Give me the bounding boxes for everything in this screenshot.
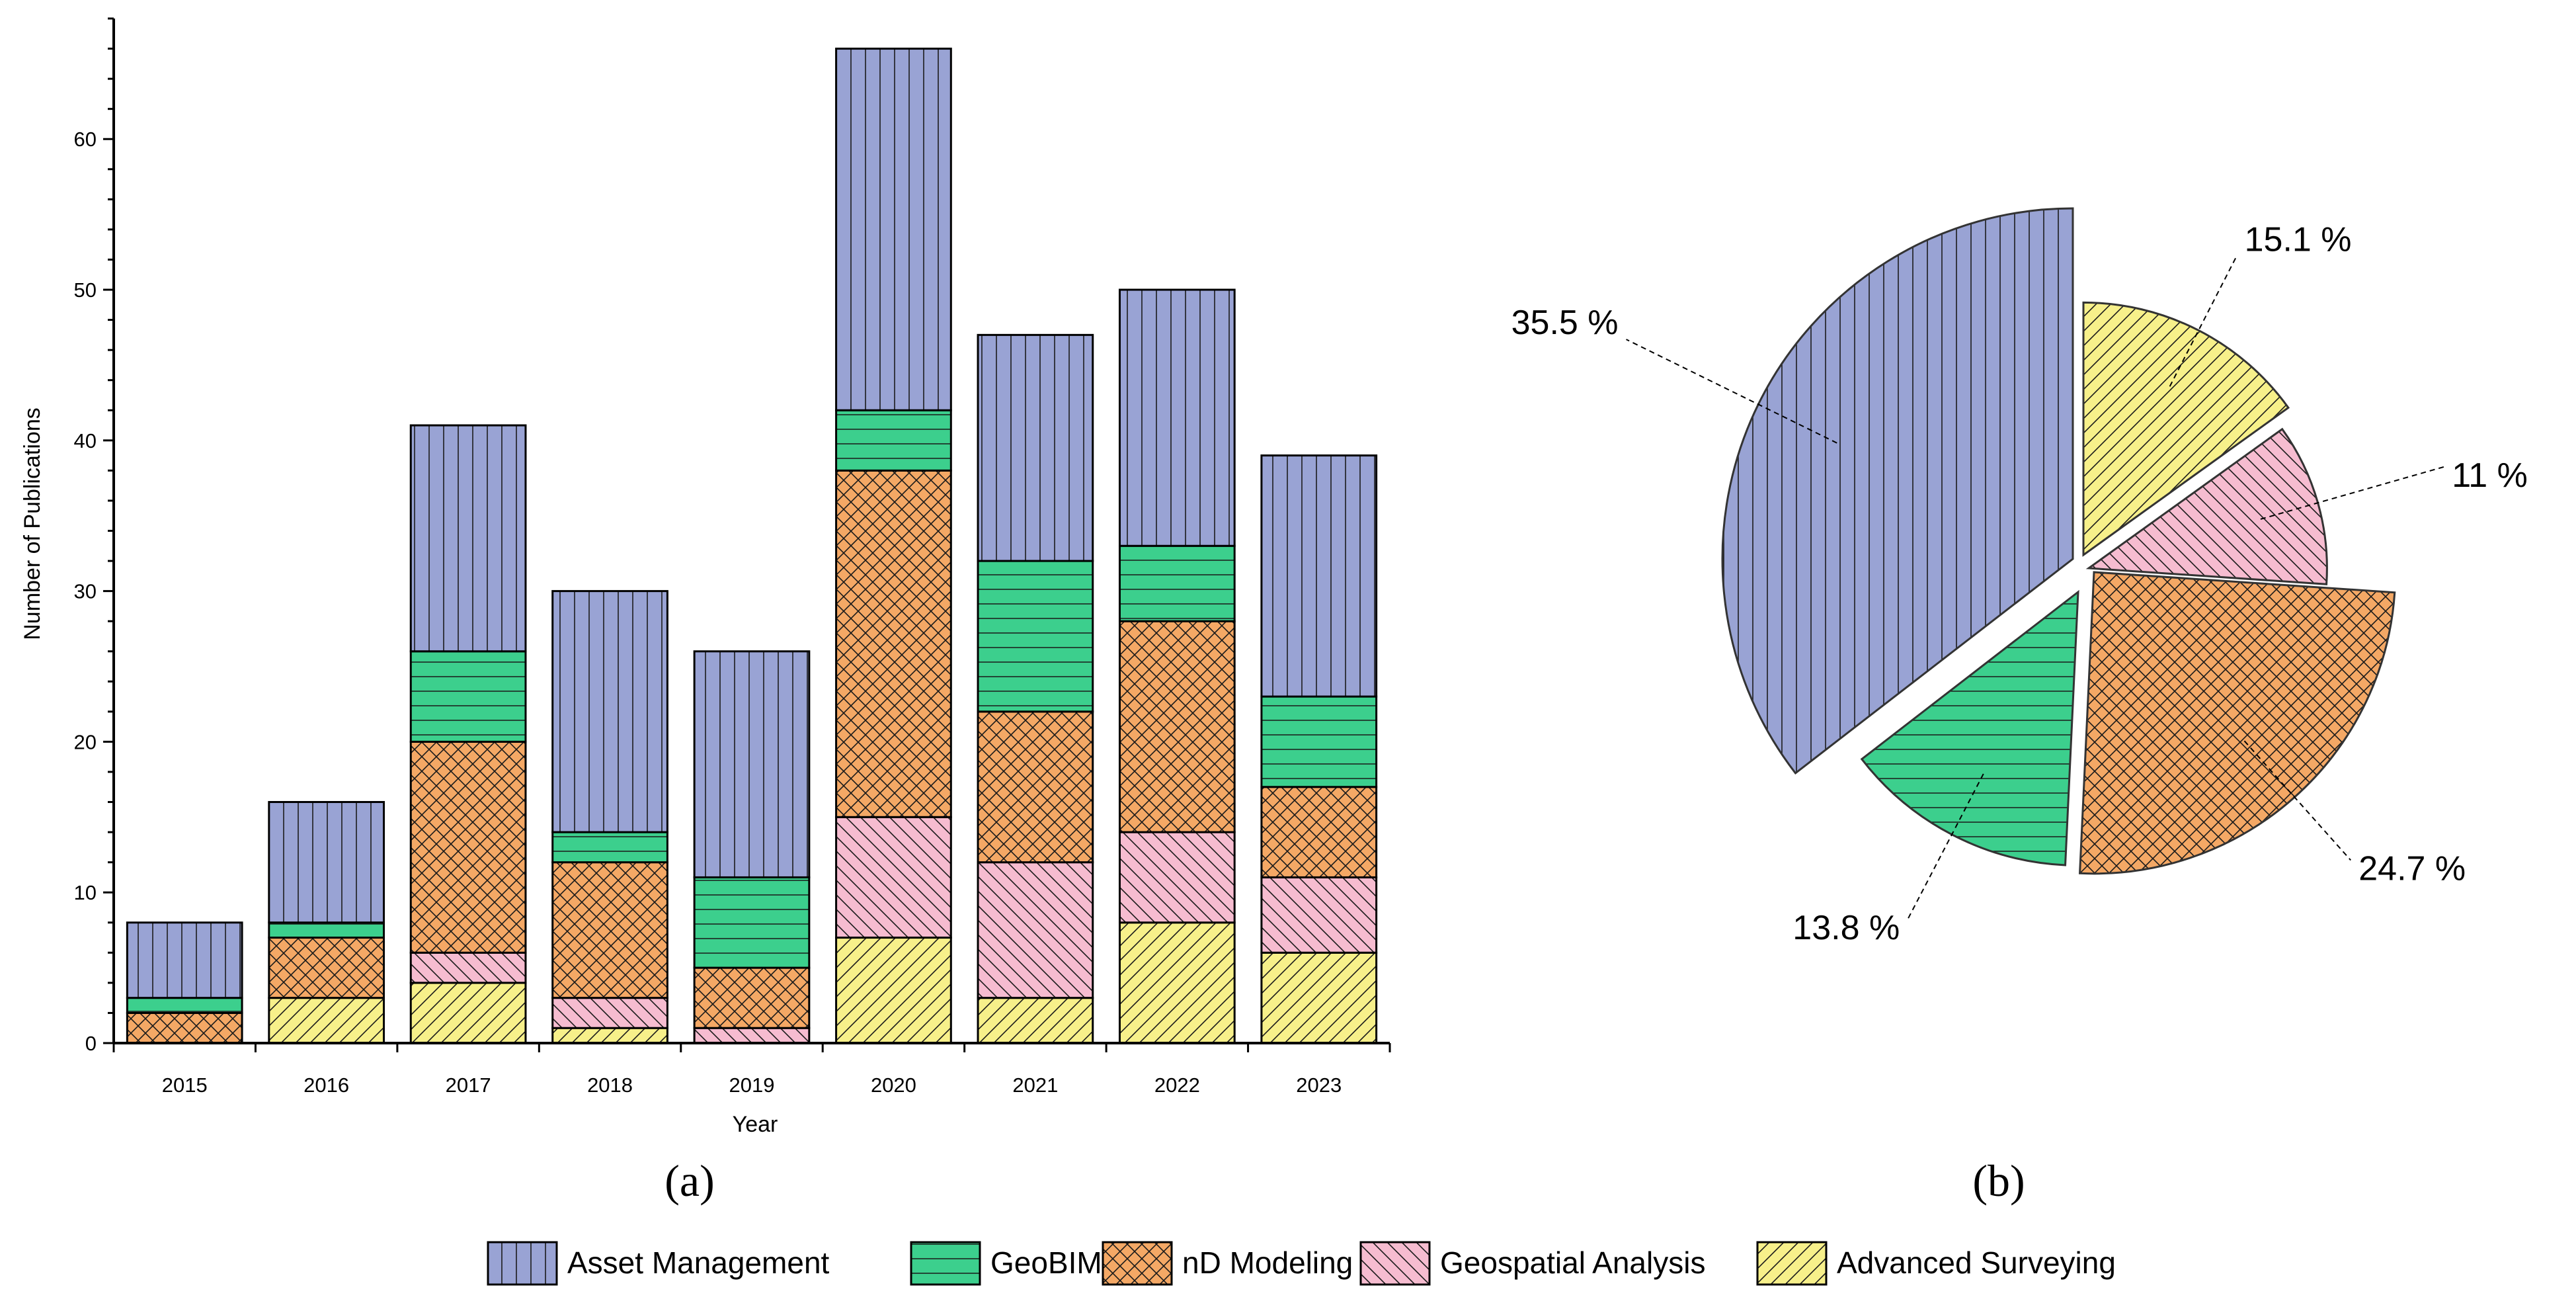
bar-2016-asset-management — [268, 801, 385, 924]
bar-2017-advanced-surveying — [409, 982, 527, 1044]
bar-2019-geobim — [693, 876, 811, 969]
bar-2017-geobim — [409, 650, 527, 743]
bar-2023-nd-modeling — [1260, 786, 1378, 878]
bar-2018-geobim — [551, 831, 668, 864]
y-tick-label: 0 — [85, 1032, 97, 1055]
pie-label-asset-management: 35.5 % — [1511, 304, 1619, 342]
y-tick-label: 40 — [74, 429, 97, 452]
pie-leader-line — [2260, 466, 2444, 520]
legend-swatch-advanced-surveying — [1756, 1241, 1828, 1286]
bar-2020-advanced-surveying — [835, 937, 952, 1044]
y-tick-label: 10 — [74, 881, 97, 904]
bar-2016-advanced-surveying — [268, 997, 385, 1044]
y-tick-label: 50 — [74, 278, 97, 302]
x-tick-label: 2016 — [303, 1074, 349, 1097]
x-tick-label: 2018 — [587, 1074, 633, 1097]
x-tick-label: 2021 — [1012, 1074, 1058, 1097]
bar-2021-nd-modeling — [977, 710, 1094, 864]
legend-swatch-geobim — [910, 1241, 981, 1286]
x-tick-label: 2017 — [446, 1074, 491, 1097]
pie-leader-line — [2169, 255, 2237, 387]
bar-2022-asset-management — [1118, 288, 1236, 547]
y-tick-label: 30 — [74, 580, 97, 603]
bar-2015-nd-modeling — [126, 1011, 243, 1044]
x-tick-label: 2019 — [729, 1074, 775, 1097]
legend-label-geospatial-analysis: Geospatial Analysis — [1440, 1245, 1705, 1280]
bar-2017-geospatial-analysis — [409, 951, 527, 984]
bar-2020-geobim — [835, 409, 952, 472]
legend-label-nd-modeling: nD Modeling — [1182, 1245, 1353, 1280]
bar-2022-geobim — [1118, 544, 1236, 622]
bar-2020-geospatial-analysis — [835, 816, 952, 939]
bar-2022-nd-modeling — [1118, 620, 1236, 833]
bar-2019-geospatial-analysis — [693, 1027, 811, 1044]
panel-label-b: (b) — [1972, 1156, 2025, 1206]
bar-2015-geobim — [126, 997, 243, 1014]
bar-2016-nd-modeling — [268, 937, 385, 999]
x-tick-label: 2022 — [1154, 1074, 1200, 1097]
legend-label-asset-management: Asset Management — [567, 1245, 830, 1280]
bar-2015-asset-management — [126, 921, 243, 999]
x-tick-label: 2015 — [162, 1074, 208, 1097]
pie-label-geobim: 13.8 % — [1792, 909, 1900, 947]
pie-slice-advanced-surveying — [2082, 301, 2290, 557]
x-tick-label: 2023 — [1296, 1074, 1342, 1097]
legend-label-advanced-surveying: Advanced Surveying — [1837, 1245, 2116, 1280]
bar-2017-asset-management — [409, 424, 527, 653]
bar-2021-geobim — [977, 560, 1094, 713]
bar-2023-geospatial-analysis — [1260, 876, 1378, 954]
pie-label-advanced-surveying: 15.1 % — [2245, 220, 2352, 259]
bar-2022-advanced-surveying — [1118, 921, 1236, 1044]
bar-2021-advanced-surveying — [977, 997, 1094, 1044]
bar-2022-geospatial-analysis — [1118, 831, 1236, 924]
legend: Asset Management GeoBIM nD Modeling Geospat… — [487, 1241, 2116, 1286]
bar-2023-asset-management — [1260, 454, 1378, 698]
bar-2018-geospatial-analysis — [551, 997, 668, 1029]
pie-label-geospatial-analysis: 11 % — [2452, 456, 2528, 495]
y-tick-label: 20 — [74, 730, 97, 753]
x-axis-label: Year — [733, 1112, 778, 1137]
exploded-pie-chart: 35.5 % 24.7 % 13.8 % 11 % 15.1 % — [1511, 207, 2528, 947]
bar-2019-nd-modeling — [693, 966, 811, 1029]
pie-leader-line — [1626, 339, 1837, 444]
bar-2023-advanced-surveying — [1260, 951, 1378, 1044]
bar-2020-nd-modeling — [835, 469, 952, 818]
pie-slice-nd-modeling — [2078, 571, 2396, 875]
bar-2023-geobim — [1260, 695, 1378, 788]
legend-swatch-nd-modeling — [1102, 1241, 1173, 1286]
bar-2018-asset-management — [551, 590, 668, 833]
bar-2018-nd-modeling — [551, 861, 668, 999]
legend-swatch-asset-management — [487, 1241, 558, 1286]
bar-2020-asset-management — [835, 48, 952, 411]
bar-2017-nd-modeling — [409, 740, 527, 954]
legend-label-geobim: GeoBIM — [990, 1245, 1102, 1280]
bar-2018-advanced-surveying — [551, 1027, 668, 1044]
stacked-bar-chart: 0 10 20 30 40 50 60 2015 2016 2017 2018 2019 2020 202… — [20, 17, 1391, 1137]
bar-2019-asset-management — [693, 650, 811, 878]
legend-swatch-geospatial-analysis — [1359, 1241, 1431, 1286]
y-axis-label: Number of Publications — [20, 407, 45, 640]
x-tick-label: 2020 — [871, 1074, 916, 1097]
bar-2021-asset-management — [977, 333, 1094, 562]
bar-2016-geobim — [268, 921, 385, 939]
panel-label-a: (a) — [664, 1156, 714, 1206]
pie-label-nd-modeling: 24.7 % — [2358, 849, 2466, 888]
bar-2021-geospatial-analysis — [977, 861, 1094, 999]
pie-leader-line — [2243, 740, 2351, 861]
y-tick-label: 60 — [74, 128, 97, 151]
